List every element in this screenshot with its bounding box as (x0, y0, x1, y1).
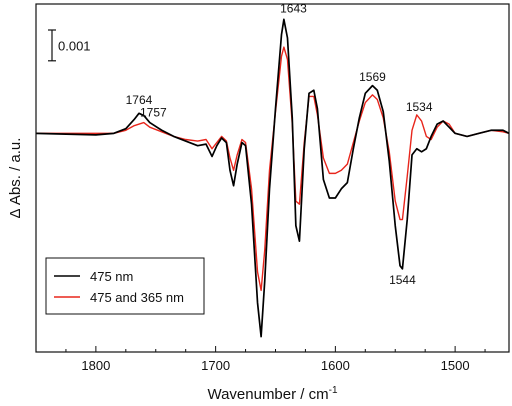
plot-frame (35, 3, 510, 353)
peak-label-1643: 1643 (280, 1, 307, 15)
legend-label: 475 and 365 nm (90, 290, 184, 305)
y-axis-title: Δ Abs. / a.u. (7, 138, 24, 219)
series-line-475-and-365nm (36, 46, 510, 292)
x-tick-label: 1700 (201, 358, 230, 373)
legend-box (45, 257, 205, 315)
x-tick-label: 1500 (441, 358, 470, 373)
legend: 475 nm 475 and 365 nm (45, 257, 205, 315)
x-tick-label: 1600 (321, 358, 350, 373)
scale-bar-label: 0.001 (58, 38, 91, 53)
x-tick-label: 1800 (81, 358, 110, 373)
peak-label-1544: 1544 (389, 273, 416, 287)
series-layer (35, 18, 510, 338)
series-line-475nm (35, 18, 510, 338)
peak-label-1569: 1569 (359, 70, 386, 84)
axis-layer: 1800 1700 1600 1500 Wavenumber / cm-1 Δ Abs. … (7, 3, 510, 403)
peak-label-1757: 1757 (140, 105, 167, 119)
x-axis-title: Wavenumber / cm-1 (207, 385, 337, 403)
peak-label-1534: 1534 (406, 100, 433, 114)
peak-label-1764: 1764 (126, 93, 153, 107)
legend-label: 475 nm (90, 269, 133, 284)
